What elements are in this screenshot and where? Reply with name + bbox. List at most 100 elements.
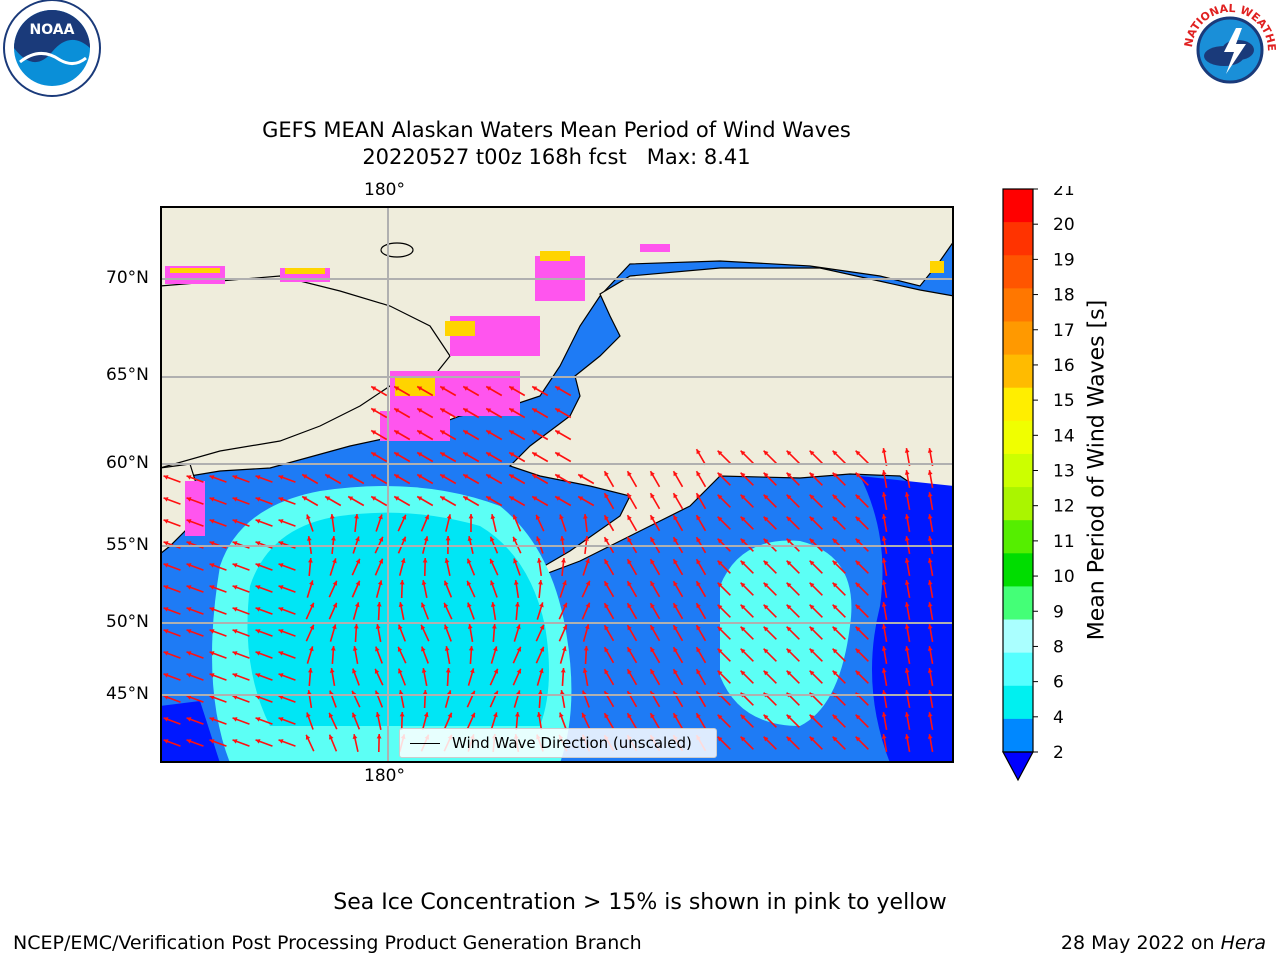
wind-wave-arrow-head	[375, 646, 380, 652]
wind-wave-arrow-head	[446, 514, 452, 520]
wind-wave-arrow-head	[446, 690, 452, 696]
colorbar-cell	[1003, 189, 1033, 223]
wind-wave-arrow-head	[467, 624, 473, 629]
wind-wave-arrow-head	[555, 474, 561, 479]
wind-wave-arrow-head	[809, 516, 815, 522]
wind-wave-arrow-head	[673, 581, 678, 587]
wind-wave-arrow-head	[209, 629, 215, 634]
wind-wave-arrow-head	[763, 626, 769, 632]
colorbar-tick-label: 2	[1053, 743, 1064, 763]
wind-wave-arrow-head	[740, 516, 746, 522]
wind-wave-arrow-head	[232, 629, 238, 634]
wind-wave-arrow-head	[740, 648, 746, 654]
wind-wave-arrow-head	[881, 514, 887, 519]
colorbar-cell	[1003, 321, 1033, 356]
wind-wave-arrow-head	[163, 673, 169, 678]
lat-label-55n: 55°N	[106, 535, 149, 555]
wind-wave-arrow-head	[555, 430, 561, 435]
wind-wave-arrow-head	[927, 602, 933, 607]
wind-wave-arrow-head	[650, 471, 655, 477]
lat-label-70n: 70°N	[106, 268, 149, 288]
wind-wave-arrow-head	[352, 668, 357, 674]
wind-wave-arrow-head	[186, 629, 192, 634]
wind-wave-arrow-head	[186, 651, 192, 656]
wind-wave-arrow-head	[904, 448, 910, 453]
wind-wave-arrow-head	[493, 668, 499, 674]
wind-wave-arrow-head	[560, 668, 566, 673]
wind-wave-arrow-head	[673, 515, 678, 521]
wind-wave-arrow-head	[232, 717, 238, 722]
map-legend: Wind Wave Direction (unscaled)	[399, 728, 717, 758]
wind-wave-arrow-head	[627, 493, 632, 499]
colorbar-under-triangle	[1001, 751, 1035, 782]
wind-wave-arrow-head	[163, 739, 169, 744]
wind-wave-arrow-head	[559, 514, 564, 520]
wind-wave-arrow-head	[444, 624, 449, 630]
colorbar-tick-label: 8	[1053, 637, 1064, 657]
wind-wave-arrow-head	[561, 558, 566, 563]
colorbar-cell	[1003, 288, 1033, 322]
footer-machine: Hera	[1220, 932, 1266, 954]
wind-wave-arrow-head	[763, 582, 769, 588]
wind-wave-arrow-head	[855, 670, 861, 676]
wind-wave-arrow-head	[486, 386, 492, 391]
wind-wave-arrow-head	[578, 496, 584, 501]
wind-wave-arrow-head	[927, 668, 933, 673]
sea-ice-caption: Sea Ice Concentration > 15% is shown in …	[333, 890, 947, 915]
map-title: GEFS MEAN Alaskan Waters Mean Period of …	[0, 117, 1113, 171]
colorbar-cell	[1003, 453, 1033, 488]
wind-wave-arrow-head	[673, 647, 678, 653]
title-line-2: 20220527 t00z 168h fcst Max: 8.41	[362, 145, 751, 169]
wind-wave-arrow-head	[332, 580, 338, 586]
wind-wave-arrow-head	[394, 430, 400, 435]
wind-wave-arrow-head	[509, 496, 515, 501]
footer-right: 28 May 2022 on Hera	[1061, 932, 1266, 954]
wind-wave-arrow-head	[809, 604, 815, 610]
wind-wave-arrow-head	[881, 580, 887, 585]
wind-wave-arrow-head	[302, 474, 308, 479]
wind-wave-arrow-head	[696, 449, 701, 455]
wind-wave-arrow-head	[578, 474, 584, 479]
legend-label: Wind Wave Direction (unscaled)	[452, 734, 692, 752]
wind-wave-arrow-head	[491, 624, 497, 629]
wind-wave-arrow-head	[532, 386, 538, 391]
wind-wave-arrow-head	[604, 713, 609, 719]
wind-wave-arrow-head	[209, 541, 215, 546]
wind-wave-arrow-head	[786, 538, 792, 544]
wind-wave-arrow-head	[763, 604, 769, 610]
wind-wave-arrow-head	[855, 714, 861, 720]
wind-wave-arrow-head	[306, 536, 312, 541]
lon-label-top: 180°	[364, 180, 405, 200]
wind-wave-arrow-head	[763, 560, 769, 566]
wind-wave-arrow-head	[717, 714, 723, 720]
colorbar-tick-label: 13	[1053, 462, 1075, 482]
wind-wave-arrow-head	[278, 673, 284, 678]
colorbar-tick-label: 19	[1053, 250, 1075, 270]
wind-wave-arrow-head	[352, 712, 357, 718]
wind-wave-arrow-head	[904, 558, 910, 563]
footer-left: NCEP/EMC/Verification Post Processing Pr…	[13, 932, 642, 954]
wind-wave-arrow-head	[740, 670, 746, 676]
colorbar-cell	[1003, 586, 1033, 621]
wind-wave-arrow-head	[423, 712, 429, 718]
wind-wave-arrow-head	[535, 514, 541, 520]
wind-wave-arrow-head	[444, 646, 450, 651]
wind-wave-arrow-head	[394, 474, 400, 479]
wind-wave-arrow-head	[493, 646, 498, 652]
wind-wave-arrow-head	[555, 386, 561, 391]
wind-wave-arrow-head	[717, 494, 723, 500]
wind-wave-arrow-head	[186, 541, 192, 546]
colorbar-tick-label: 17	[1053, 321, 1075, 341]
colorbar-tick-label: 10	[1053, 567, 1075, 587]
wind-wave-arrow-head	[904, 536, 910, 541]
wind-wave-arrow-head	[440, 452, 446, 457]
wind-wave-arrow-head	[209, 739, 215, 744]
wind-wave-arrow-head	[532, 452, 538, 457]
wind-wave-arrow-head	[832, 494, 838, 500]
wind-wave-arrow-head	[855, 494, 861, 500]
wind-wave-arrow-head	[650, 669, 655, 675]
wind-wave-arrow-head	[417, 386, 423, 391]
wind-wave-arrow-head	[585, 558, 590, 564]
wind-wave-arrow-head	[255, 651, 261, 656]
wind-wave-arrow-head	[278, 651, 284, 656]
